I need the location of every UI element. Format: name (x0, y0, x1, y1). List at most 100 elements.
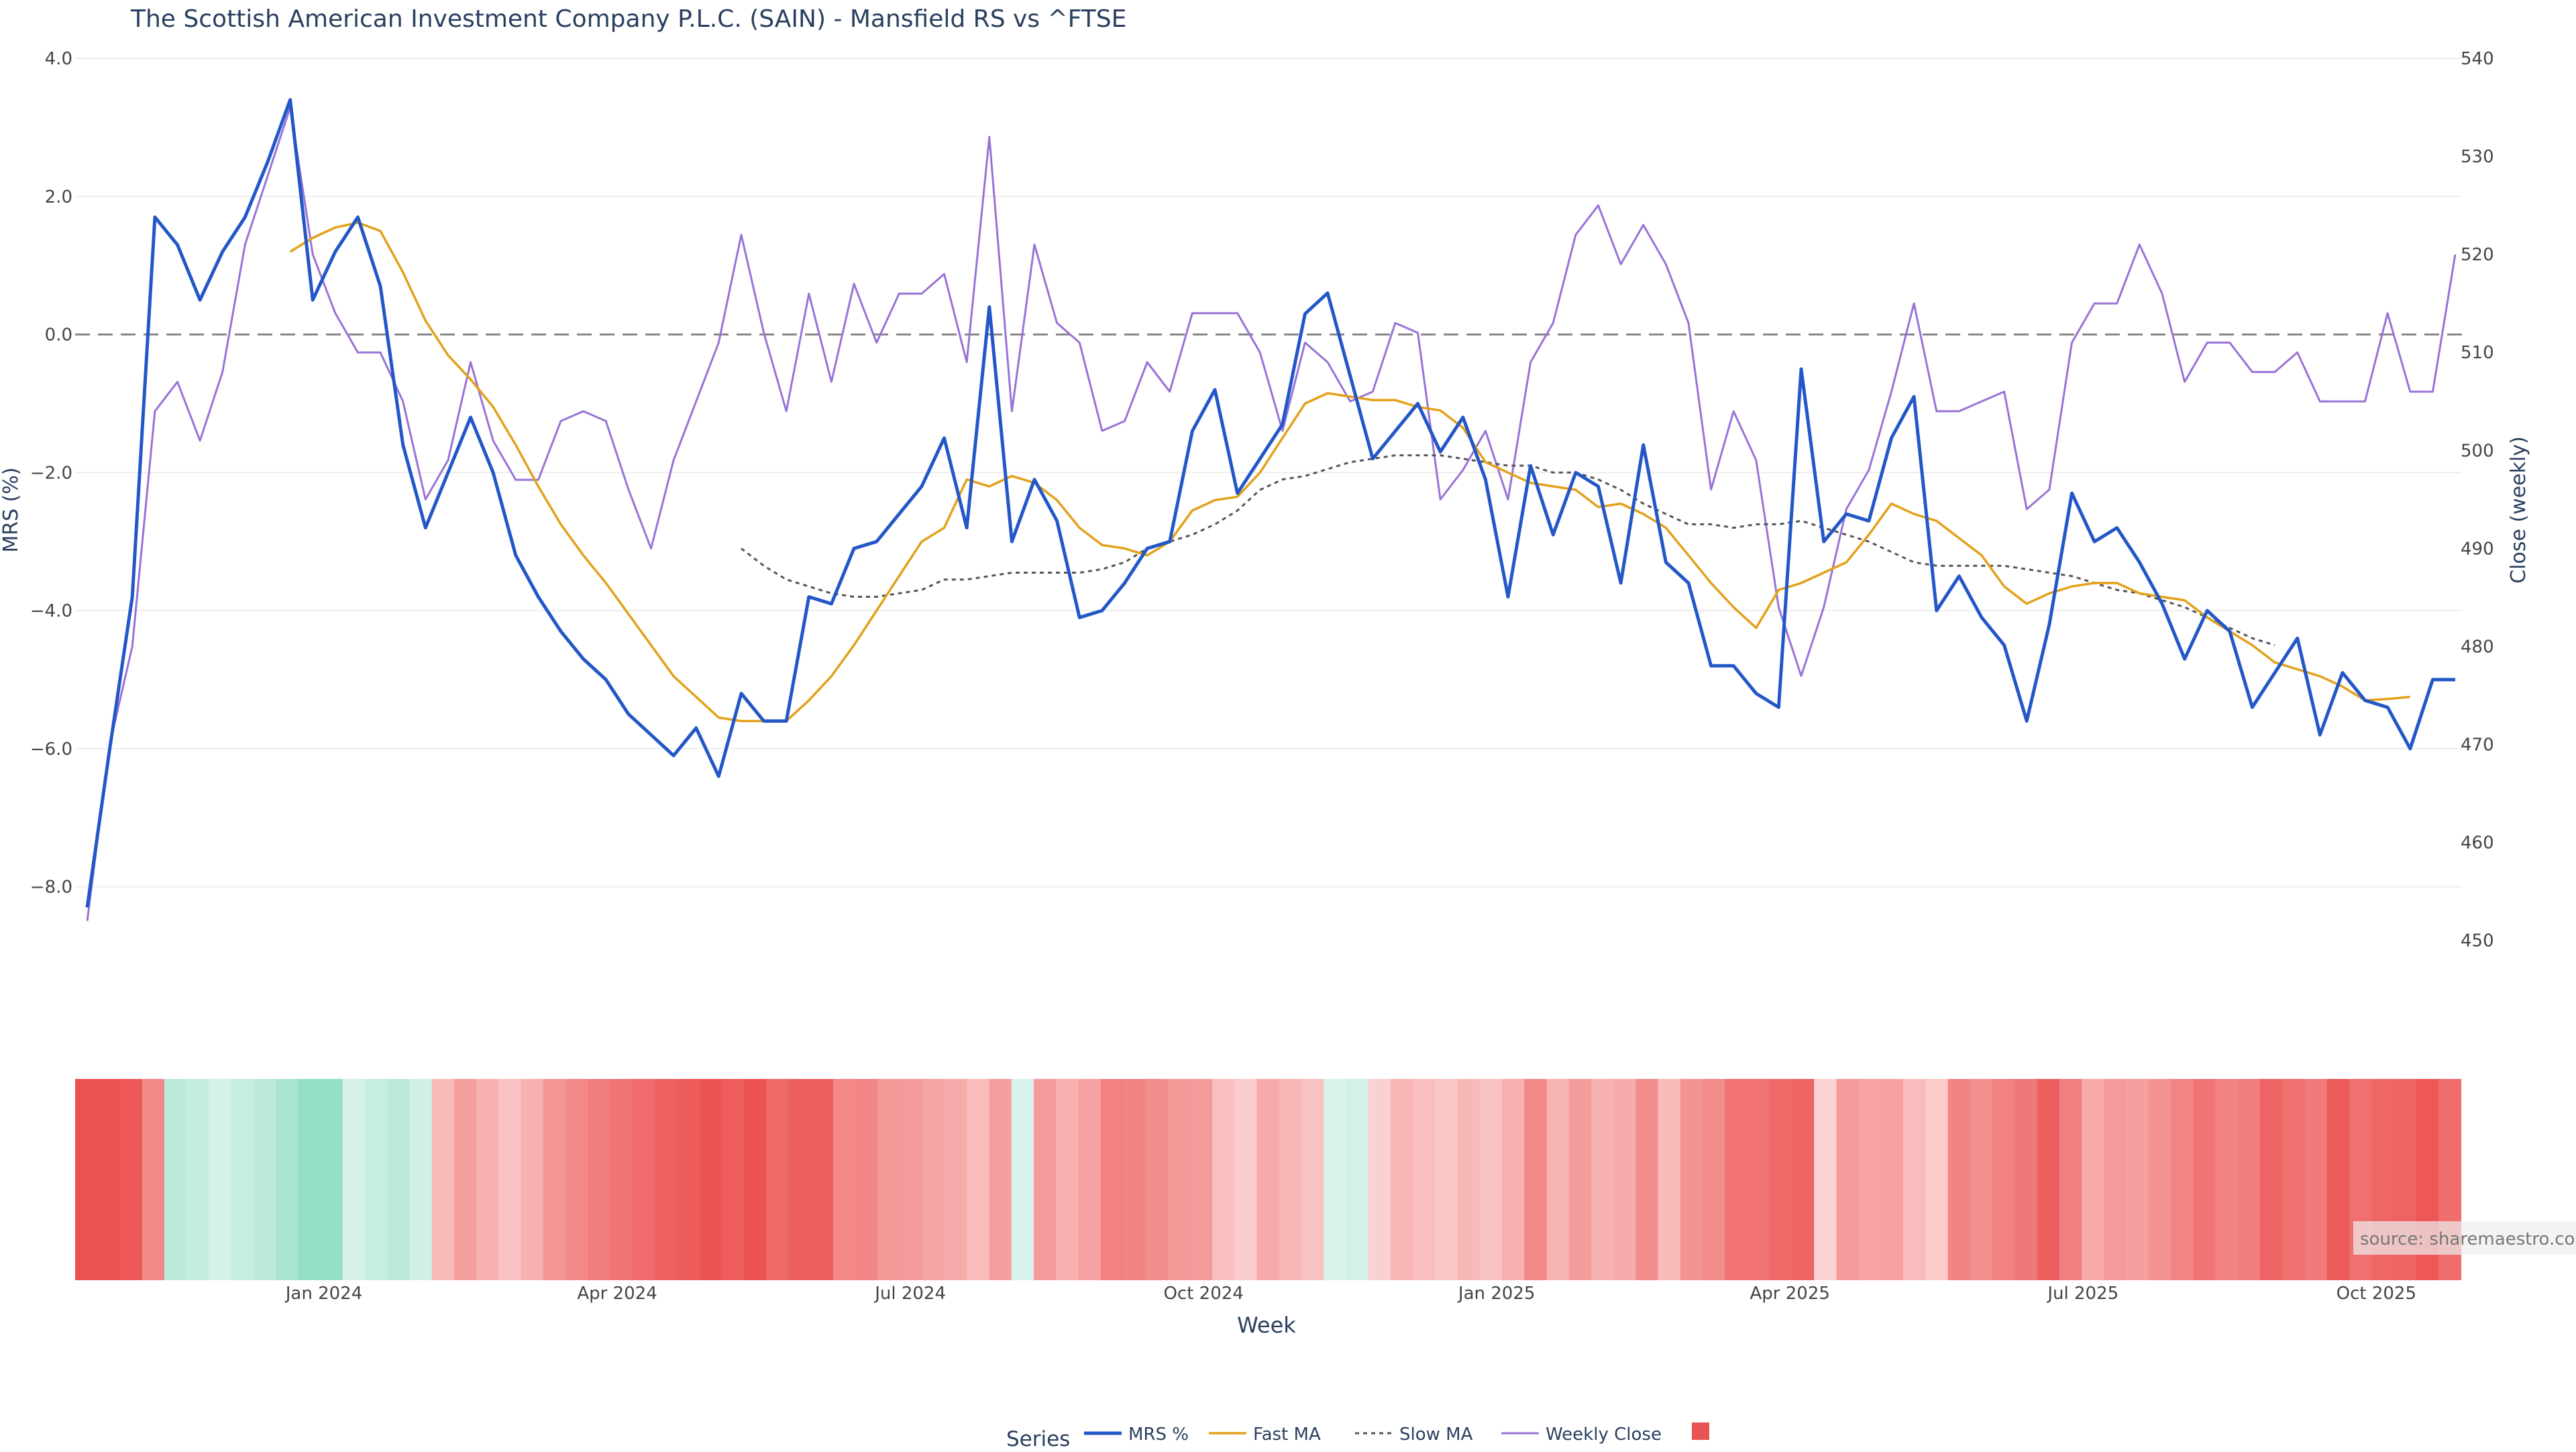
heatmap-cell (1880, 1079, 1904, 1280)
heatmap-cell (1234, 1079, 1258, 1280)
heatmap-cell (476, 1079, 500, 1280)
heatmap-cell (1122, 1079, 1146, 1280)
heatmap-cell (1591, 1079, 1615, 1280)
heatmap-cell (588, 1079, 611, 1280)
x-tick-label: Jul 2025 (2046, 1284, 2118, 1304)
heatmap-cell (1925, 1079, 1949, 1280)
y-left-tick-label: 0.0 (45, 325, 72, 346)
y-right-tick-label: 540 (2461, 49, 2494, 69)
heatmap-cell (2126, 1079, 2149, 1280)
grid-layer (75, 58, 2462, 888)
x-tick-label: Jul 2024 (873, 1284, 946, 1304)
heatmap-cell (2148, 1079, 2171, 1280)
heatmap-cell (75, 1079, 99, 1280)
y-left-tick-label: 2.0 (45, 187, 72, 207)
heatmap-cell (1368, 1079, 1391, 1280)
heatmap-cell (2193, 1079, 2216, 1280)
heatmap-cell (1256, 1079, 1280, 1280)
heatmap-cell (276, 1079, 299, 1280)
x-axis-label: Week (1237, 1312, 1296, 1338)
legend-heatmap-swatch (1692, 1422, 1709, 1440)
heatmap-cell (1078, 1079, 1102, 1280)
heatmap-cell (2304, 1079, 2328, 1280)
heatmap-strip (75, 1079, 2461, 1280)
heatmap-cell (677, 1079, 700, 1280)
axis-layer: 4.0 2.0 0.0 −2.0 −4.0 −6.0 −8.0 540 530 520 510 500… (30, 49, 2494, 1304)
heatmap-cell (655, 1079, 678, 1280)
x-tick-label: Oct 2024 (1163, 1284, 1243, 1304)
heatmap-cell (1791, 1079, 1815, 1280)
y-right-tick-label: 530 (2461, 147, 2494, 167)
y-axis-left-label: MRS (%) (0, 467, 23, 552)
heatmap-cell (833, 1079, 857, 1280)
heatmap-cell (1301, 1079, 1325, 1280)
legend: Series MRS % Fast MA Slow MA Weekly Close (1006, 1422, 1709, 1451)
heatmap-cell (253, 1079, 277, 1280)
heatmap-cell (2104, 1079, 2127, 1280)
heatmap-cell (521, 1079, 544, 1280)
heatmap-cell (1814, 1079, 1837, 1280)
heatmap-cell (1501, 1079, 1525, 1280)
heatmap-cell (699, 1079, 722, 1280)
heatmap-cell (119, 1079, 143, 1280)
heatmap-cell (2015, 1079, 2038, 1280)
heatmap-cell (2170, 1079, 2194, 1280)
heatmap-cell (2059, 1079, 2083, 1280)
heatmap-cell (900, 1079, 923, 1280)
heatmap-cell (2082, 1079, 2105, 1280)
heatmap-cell (186, 1079, 210, 1280)
y-right-tick-label: 490 (2461, 539, 2494, 559)
heatmap-cell (922, 1079, 946, 1280)
heatmap-cell (2215, 1079, 2239, 1280)
heatmap-cell (498, 1079, 522, 1280)
y-right-tick-label: 510 (2461, 343, 2494, 363)
heatmap-cell (2037, 1079, 2060, 1280)
y-left-tick-label: −6.0 (30, 739, 72, 760)
legend-label: MRS % (1128, 1424, 1189, 1445)
source-note-box (2353, 1221, 2576, 1255)
heatmap-cell (1167, 1079, 1191, 1280)
series-line-weekly-close (86, 106, 2457, 921)
heatmap-cell (2282, 1079, 2306, 1280)
y-right-tick-label: 470 (2461, 735, 2494, 756)
heatmap-cell (1479, 1079, 1503, 1280)
x-tick-label: Jan 2025 (1457, 1284, 1536, 1304)
y-left-tick-label: −2.0 (30, 463, 72, 483)
heatmap-cell (2237, 1079, 2261, 1280)
heatmap-cell (766, 1079, 790, 1280)
heatmap-cell (320, 1079, 343, 1280)
heatmap-cell (1435, 1079, 1458, 1280)
heatmap-cell (788, 1079, 812, 1280)
heatmap-cell (721, 1079, 745, 1280)
legend-label: Fast MA (1253, 1424, 1321, 1445)
heatmap-cell (610, 1079, 633, 1280)
heatmap-cell (1145, 1079, 1169, 1280)
heatmap-cell (967, 1079, 990, 1280)
heatmap-cell (632, 1079, 656, 1280)
source-note-text: source: sharemaestro.com (2360, 1229, 2576, 1249)
chart-title: The Scottish American Investment Company… (130, 5, 1126, 33)
series-line-mrs (85, 98, 2455, 908)
heatmap-cell (1189, 1079, 1213, 1280)
y-left-tick-label: −4.0 (30, 601, 72, 621)
heatmap-cell (1769, 1079, 1792, 1280)
heatmap-cell (543, 1079, 567, 1280)
x-tick-label: Apr 2025 (1750, 1284, 1830, 1304)
heatmap-cell (1524, 1079, 1548, 1280)
y-right-tick-label: 520 (2461, 245, 2494, 265)
heatmap-cell (1546, 1079, 1570, 1280)
legend-label: Slow MA (1399, 1424, 1473, 1445)
heatmap-cell (164, 1079, 188, 1280)
y-right-tick-label: 480 (2461, 637, 2494, 657)
heatmap-cell (989, 1079, 1012, 1280)
heatmap-cell (97, 1079, 121, 1280)
heatmap-cell (365, 1079, 388, 1280)
heatmap-cell (1212, 1079, 1236, 1280)
heatmap-cell (387, 1079, 411, 1280)
series-line-fast-ma (289, 221, 2410, 723)
heatmap-cell (1947, 1079, 1971, 1280)
y-right-tick-label: 500 (2461, 441, 2494, 461)
heatmap-cell (1903, 1079, 1927, 1280)
